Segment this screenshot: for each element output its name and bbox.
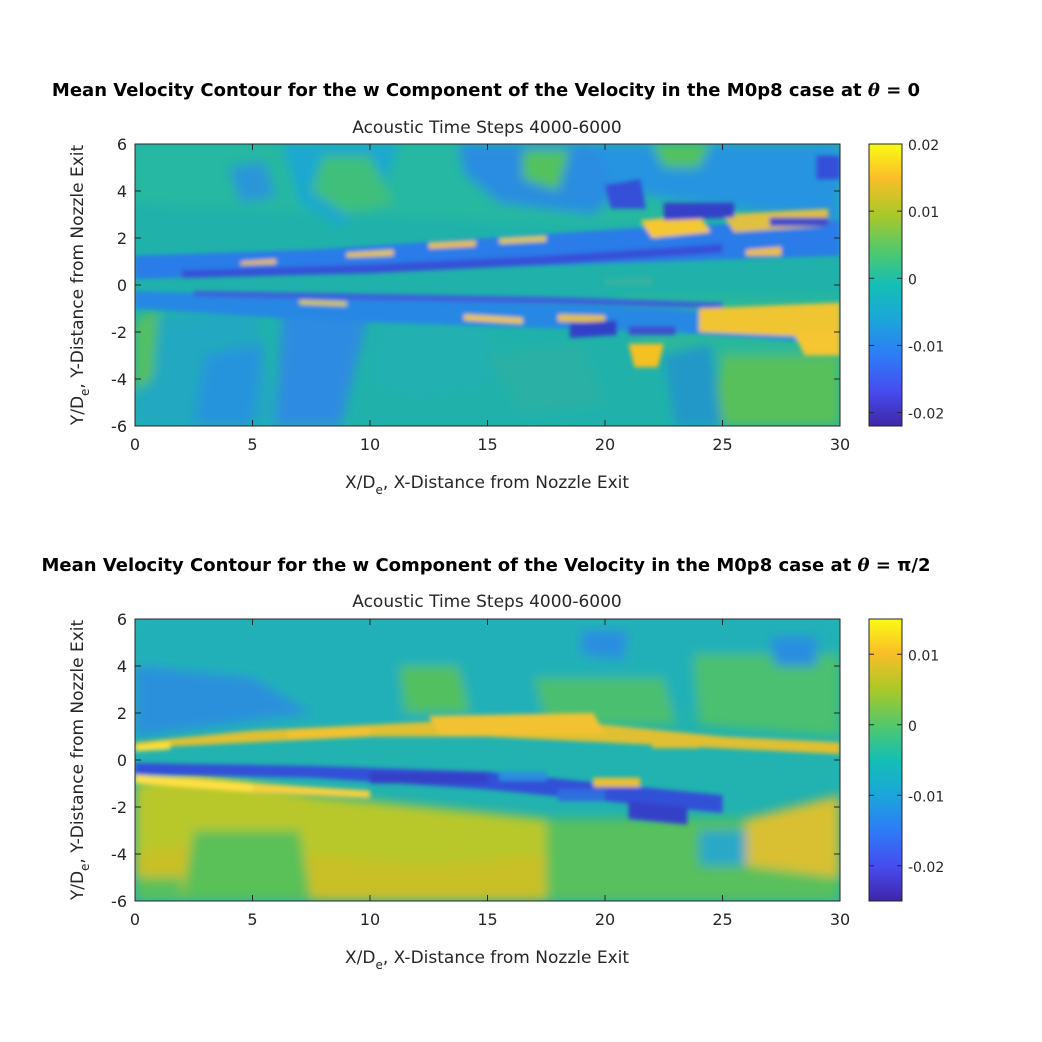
panel-1-x-tick-label: 25 bbox=[712, 435, 732, 454]
panel-2-x-tick-label: 30 bbox=[830, 910, 850, 929]
panel-2-x-tick-label: 0 bbox=[130, 910, 140, 929]
panel-1-x-tick-label: 30 bbox=[830, 435, 850, 454]
panel-1-y-ticks: -6 -4 -2 0 2 4 6 bbox=[111, 135, 840, 436]
panel-2-title: Mean Velocity Contour for the w Componen… bbox=[42, 555, 931, 576]
panel-2-x-tick-label: 20 bbox=[595, 910, 615, 929]
panel-1-y-tick-label: -4 bbox=[111, 370, 127, 389]
panel-1-plot-area: 0 5 10 15 20 25 30 -6 -4 -2 0 2 4 6 bbox=[111, 135, 850, 454]
panel-1-x-axis-label: X/De, X-Distance from Nozzle Exit bbox=[345, 473, 629, 497]
panel-2-y-tick-label: -4 bbox=[111, 845, 127, 864]
panel-1-colorbar-tick-label: 0.02 bbox=[908, 138, 939, 154]
panel-1-x-ticks: 0 5 10 15 20 25 30 bbox=[130, 144, 850, 454]
panel-2-colorbar-tick-label: 0 bbox=[908, 719, 917, 735]
panel-2-y-tick-label: 2 bbox=[117, 704, 127, 723]
panel-1-contour-field bbox=[135, 144, 840, 426]
panel-2-x-tick-label: 15 bbox=[477, 910, 497, 929]
panel-2-y-axis-label: Y/De, Y-Distance from Nozzle Exit bbox=[68, 619, 92, 901]
panel-2-x-tick-label: 5 bbox=[247, 910, 257, 929]
panel-1-colorbar-tick-label: 0 bbox=[908, 272, 917, 288]
panel-1-x-tick-label: 0 bbox=[130, 435, 140, 454]
panel-1-x-tick-label: 20 bbox=[595, 435, 615, 454]
panel-1-colorbar-tick-label: 0.01 bbox=[908, 205, 939, 221]
panel-2-colorbar-tick-label: -0.02 bbox=[908, 860, 944, 876]
panel-2-colorbar-tick-label: 0.01 bbox=[908, 648, 939, 664]
panel-2-y-tick-label: -6 bbox=[111, 892, 127, 911]
panel-2-y-tick-label: 4 bbox=[117, 657, 127, 676]
panel-1-y-tick-label: -6 bbox=[111, 417, 127, 436]
panel-1-y-axis-label: Y/De, Y-Distance from Nozzle Exit bbox=[68, 144, 92, 426]
panel-1-y-tick-label: -2 bbox=[111, 323, 127, 342]
panel-2-contour-field bbox=[135, 619, 840, 901]
panel-2-x-ticks: 0 5 10 15 20 25 30 bbox=[130, 619, 850, 929]
panel-2-subtitle: Acoustic Time Steps 4000-6000 bbox=[352, 592, 622, 612]
panel-1-x-tick-label: 10 bbox=[360, 435, 380, 454]
panel-1-x-tick-label: 5 bbox=[247, 435, 257, 454]
panel-1-colorbar: -0.02 -0.01 0 0.01 0.02 bbox=[868, 138, 944, 427]
panel-2-colorbar: -0.02 -0.01 0 0.01 bbox=[868, 618, 944, 902]
panel-2-x-tick-label: 25 bbox=[712, 910, 732, 929]
panel-2-y-ticks: -6 -4 -2 0 2 4 6 bbox=[111, 610, 840, 911]
panel-1-y-tick-label: 6 bbox=[117, 135, 127, 154]
panel-2-colorbar-gradient bbox=[868, 618, 903, 902]
panel-2: Mean Velocity Contour for the w Componen… bbox=[42, 555, 945, 972]
panel-2-x-axis-label: X/De, X-Distance from Nozzle Exit bbox=[345, 948, 629, 972]
panel-1-title: Mean Velocity Contour for the w Componen… bbox=[52, 80, 920, 101]
panel-1-y-tick-label: 0 bbox=[117, 276, 127, 295]
panel-2-colorbar-tick-label: -0.01 bbox=[908, 789, 944, 805]
panel-2-plot-area: 0 5 10 15 20 25 30 -6 -4 -2 0 2 4 6 bbox=[111, 610, 850, 929]
panel-2-y-tick-label: 6 bbox=[117, 610, 127, 629]
panel-2-y-tick-label: 0 bbox=[117, 751, 127, 770]
panel-1-colorbar-gradient bbox=[868, 143, 903, 427]
panel-1-x-tick-label: 15 bbox=[477, 435, 497, 454]
panel-1-y-tick-label: 2 bbox=[117, 229, 127, 248]
panel-2-y-tick-label: -2 bbox=[111, 798, 127, 817]
panel-1-subtitle: Acoustic Time Steps 4000-6000 bbox=[352, 118, 622, 138]
panel-1-y-tick-label: 4 bbox=[117, 182, 127, 201]
panel-1: Mean Velocity Contour for the w Componen… bbox=[52, 80, 944, 497]
panel-1-colorbar-tick-label: -0.01 bbox=[908, 339, 944, 355]
panel-1-colorbar-tick-label: -0.02 bbox=[908, 407, 944, 423]
panel-2-x-tick-label: 10 bbox=[360, 910, 380, 929]
